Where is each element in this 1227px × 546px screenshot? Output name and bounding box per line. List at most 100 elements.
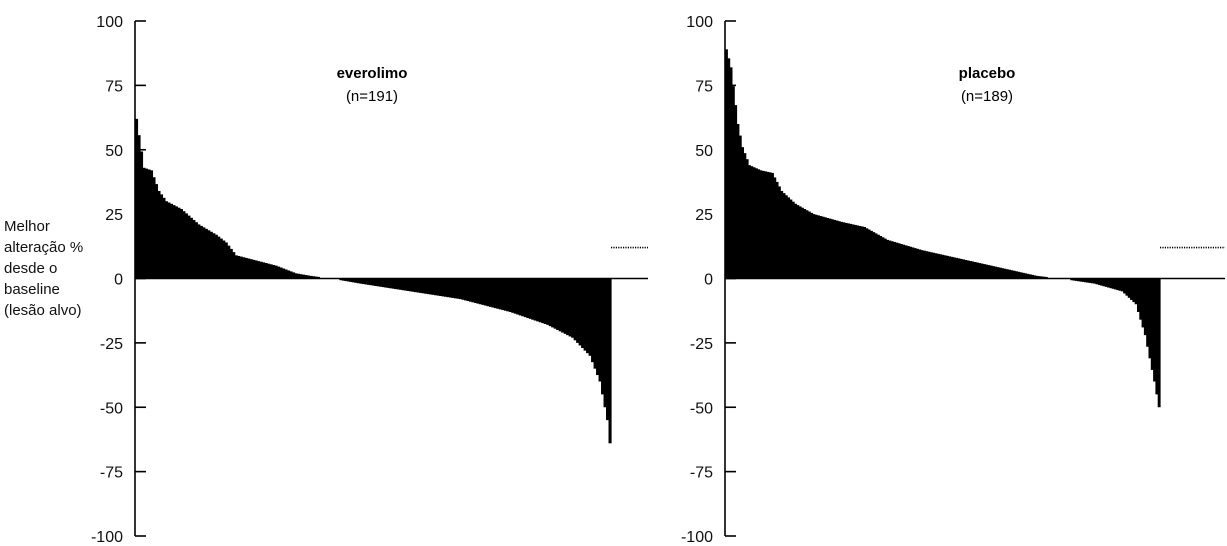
- bar: [1148, 278, 1152, 359]
- bar: [381, 278, 385, 288]
- y-tick-label: 50: [105, 143, 123, 160]
- bar: [563, 278, 567, 334]
- bar: [242, 257, 246, 279]
- bar: [906, 246, 910, 279]
- bar: [476, 278, 480, 304]
- bar: [461, 278, 465, 300]
- bar: [376, 278, 380, 287]
- bar: [576, 278, 580, 343]
- bar: [823, 217, 827, 279]
- bar: [583, 278, 587, 351]
- bar: [568, 278, 572, 337]
- bar: [247, 258, 251, 279]
- bar: [401, 278, 405, 291]
- bar: [998, 267, 1002, 279]
- bar: [202, 227, 206, 279]
- bar: [533, 278, 537, 321]
- bar: [139, 151, 144, 279]
- bar: [351, 278, 355, 283]
- bar: [506, 278, 510, 312]
- bar: [371, 278, 375, 286]
- bar: [192, 220, 196, 279]
- y-tick-label: 0: [704, 272, 713, 289]
- bar: [558, 278, 562, 332]
- bar: [197, 224, 201, 279]
- bar: [1113, 278, 1117, 290]
- bar: [556, 278, 560, 330]
- bar: [725, 49, 728, 279]
- bar: [561, 278, 565, 333]
- bar: [157, 190, 161, 279]
- bar: [436, 278, 440, 296]
- bar: [1088, 278, 1092, 283]
- bar: [945, 255, 949, 279]
- bar: [973, 262, 977, 279]
- chart-title: placebo: [959, 65, 1016, 82]
- bar: [316, 276, 321, 279]
- bar: [1084, 278, 1087, 283]
- bar: [886, 239, 890, 279]
- bar: [759, 170, 763, 279]
- bar: [994, 266, 998, 279]
- bar: [1120, 278, 1124, 292]
- bar: [384, 278, 388, 288]
- bar: [272, 264, 276, 279]
- bar: [416, 278, 420, 293]
- bar: [526, 278, 530, 318]
- bar: [571, 278, 575, 338]
- bar: [601, 278, 605, 395]
- y-tick-label: 75: [105, 78, 123, 95]
- bar: [840, 221, 843, 279]
- bar: [551, 278, 555, 328]
- bar: [588, 278, 592, 356]
- bar: [314, 276, 318, 279]
- bar: [394, 278, 398, 290]
- bar: [736, 124, 740, 279]
- bar: [863, 227, 866, 279]
- bar: [1107, 278, 1110, 288]
- bar: [301, 274, 306, 279]
- bar: [807, 211, 811, 279]
- bar: [359, 278, 363, 284]
- bar: [766, 171, 770, 279]
- bar: [932, 252, 936, 279]
- y-axis-label-line: Melhor: [4, 218, 50, 235]
- bar: [738, 135, 742, 279]
- bar: [966, 260, 970, 279]
- bar: [881, 237, 885, 279]
- bar: [473, 278, 478, 303]
- bar: [142, 167, 146, 279]
- bar: [179, 208, 183, 279]
- bar: [1017, 271, 1021, 279]
- bar: [429, 278, 433, 295]
- bar: [872, 232, 876, 279]
- bar: [1134, 278, 1138, 305]
- bar: [606, 278, 610, 421]
- bar: [1038, 276, 1041, 279]
- bar: [481, 278, 485, 305]
- bar: [883, 238, 887, 279]
- bar: [189, 217, 193, 279]
- bar: [1150, 278, 1154, 370]
- bar: [899, 244, 903, 279]
- bar: [254, 260, 258, 279]
- bar: [904, 245, 908, 279]
- bar: [456, 278, 460, 299]
- bar: [513, 278, 517, 314]
- bar: [187, 215, 191, 279]
- bar: [596, 278, 600, 376]
- bar: [441, 278, 445, 297]
- bar: [821, 216, 825, 279]
- bar: [844, 222, 848, 279]
- bar: [154, 184, 159, 279]
- bar: [137, 135, 141, 279]
- bar: [222, 240, 226, 279]
- bar: [453, 278, 458, 299]
- bar: [789, 199, 793, 279]
- bar: [1010, 270, 1014, 279]
- bar: [757, 169, 761, 279]
- bar: [780, 190, 784, 279]
- bar: [902, 244, 906, 279]
- bar: [598, 278, 602, 382]
- bar: [734, 105, 738, 279]
